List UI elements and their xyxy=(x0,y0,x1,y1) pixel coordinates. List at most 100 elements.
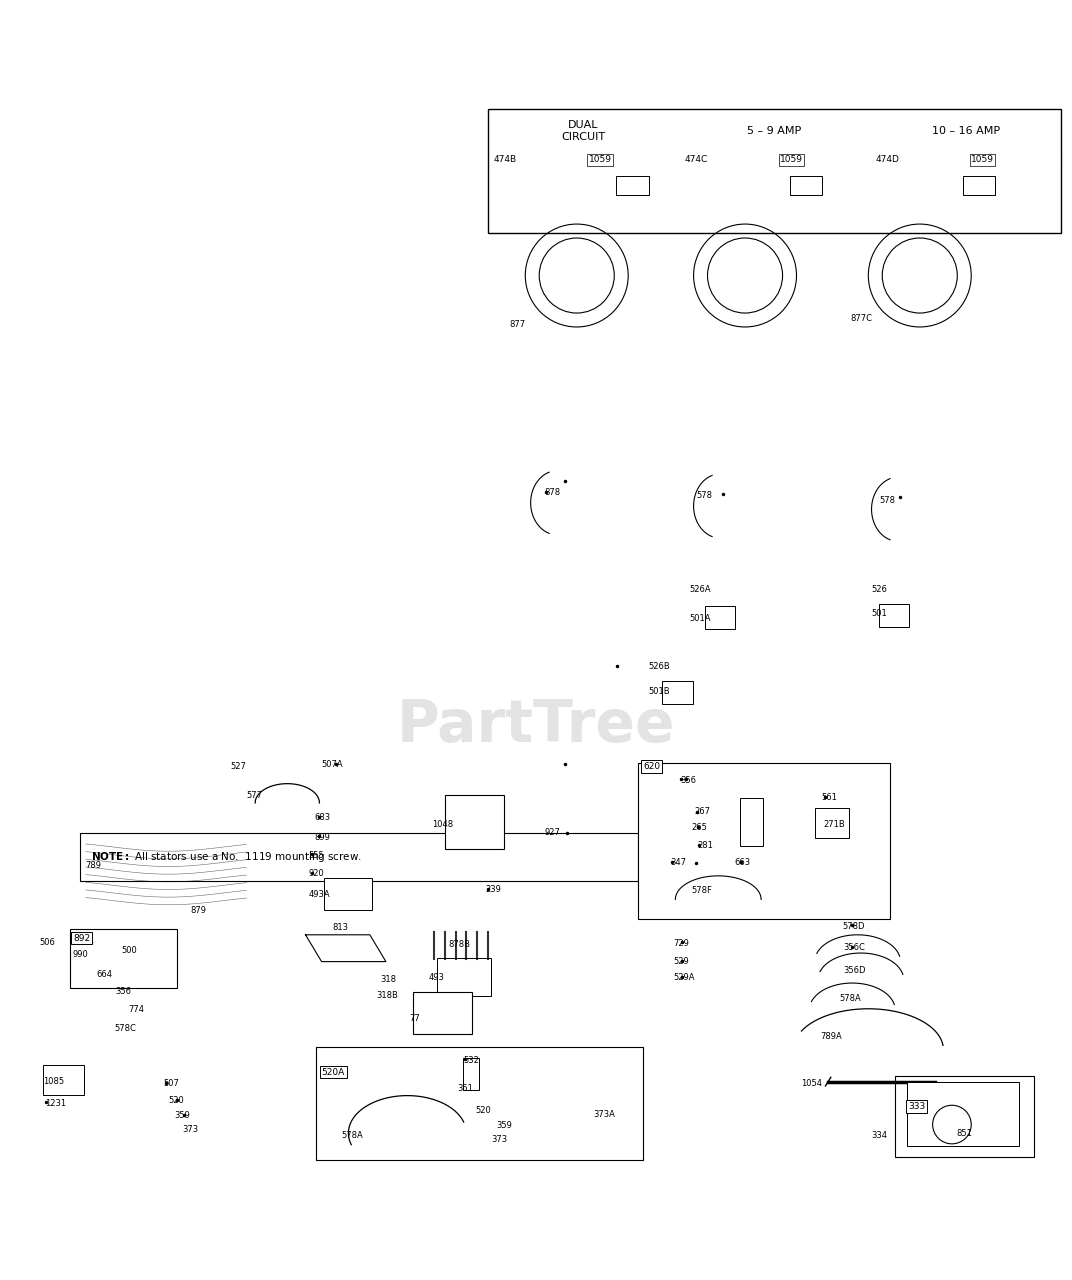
Text: 356C: 356C xyxy=(844,943,865,952)
Bar xyxy=(488,109,1061,233)
Text: 77: 77 xyxy=(410,1014,420,1023)
Text: 683: 683 xyxy=(314,814,330,823)
Text: 892: 892 xyxy=(73,933,90,942)
Bar xyxy=(815,808,849,838)
Text: 578: 578 xyxy=(879,497,895,506)
Text: 333: 333 xyxy=(908,1102,925,1111)
Text: 526: 526 xyxy=(872,585,888,594)
Text: 577: 577 xyxy=(247,791,263,800)
Bar xyxy=(705,605,735,630)
Text: 578F: 578F xyxy=(691,886,712,895)
Text: 351: 351 xyxy=(458,1084,474,1093)
Text: PartTree: PartTree xyxy=(397,698,675,754)
Bar xyxy=(963,175,995,195)
Text: DUAL
CIRCUIT: DUAL CIRCUIT xyxy=(562,120,606,142)
Text: 729: 729 xyxy=(673,938,689,948)
Text: 774: 774 xyxy=(129,1005,145,1014)
Text: 356: 356 xyxy=(116,987,132,996)
Text: 555: 555 xyxy=(309,851,325,860)
Text: 578A: 578A xyxy=(341,1130,362,1139)
Bar xyxy=(70,929,177,988)
Text: 333: 333 xyxy=(908,1102,924,1111)
Text: 529: 529 xyxy=(673,957,689,966)
Text: 373: 373 xyxy=(182,1125,198,1134)
Text: 318: 318 xyxy=(381,975,397,984)
Text: 520A: 520A xyxy=(322,1068,345,1076)
Text: 359: 359 xyxy=(496,1121,512,1130)
Text: 663: 663 xyxy=(734,859,750,868)
Text: 1048: 1048 xyxy=(432,820,453,829)
Text: 239: 239 xyxy=(486,886,502,895)
Text: 878B: 878B xyxy=(448,940,471,948)
Text: 271B: 271B xyxy=(823,820,845,829)
Text: 356: 356 xyxy=(681,776,697,785)
Text: 527: 527 xyxy=(230,762,247,771)
Text: 474D: 474D xyxy=(876,155,899,164)
Text: 526A: 526A xyxy=(689,585,711,594)
Text: 359: 359 xyxy=(175,1111,191,1120)
Bar xyxy=(895,1076,1034,1157)
Bar xyxy=(80,833,638,881)
Text: 500: 500 xyxy=(121,946,137,955)
Text: 578C: 578C xyxy=(115,1024,136,1033)
Text: 1059: 1059 xyxy=(779,155,803,164)
Text: 664: 664 xyxy=(96,970,113,979)
Bar xyxy=(907,1082,1019,1146)
Text: 520: 520 xyxy=(475,1106,491,1115)
Text: 620: 620 xyxy=(643,762,660,771)
Text: 356D: 356D xyxy=(844,965,866,974)
Bar xyxy=(43,1065,84,1094)
Text: 578A: 578A xyxy=(839,993,861,1002)
Text: 281: 281 xyxy=(698,841,714,850)
Text: 789: 789 xyxy=(86,860,102,869)
Text: 334: 334 xyxy=(872,1130,888,1139)
Text: 813: 813 xyxy=(332,923,348,932)
Text: 789A: 789A xyxy=(820,1032,842,1041)
Text: 506: 506 xyxy=(40,938,56,947)
Text: 493: 493 xyxy=(429,973,445,982)
Bar xyxy=(879,604,909,627)
Text: 851: 851 xyxy=(956,1129,972,1138)
Text: 878: 878 xyxy=(545,488,561,497)
Text: 877: 877 xyxy=(509,320,525,329)
Text: 990: 990 xyxy=(73,950,89,959)
Text: 1059: 1059 xyxy=(971,155,994,164)
Text: 501: 501 xyxy=(872,609,888,618)
Bar xyxy=(662,681,693,704)
Text: 507: 507 xyxy=(163,1079,179,1088)
Bar xyxy=(445,795,504,849)
Text: 474C: 474C xyxy=(684,155,708,164)
Bar xyxy=(616,175,649,195)
Text: 501A: 501A xyxy=(689,614,711,623)
Text: 899: 899 xyxy=(314,833,330,842)
Bar xyxy=(638,763,890,919)
Text: 529A: 529A xyxy=(673,973,695,982)
Text: 1054: 1054 xyxy=(801,1079,822,1088)
Bar xyxy=(324,878,372,910)
Text: 10 – 16 AMP: 10 – 16 AMP xyxy=(932,125,1000,136)
Bar xyxy=(413,992,472,1034)
Text: 877C: 877C xyxy=(850,314,873,323)
Text: 1231: 1231 xyxy=(45,1098,66,1107)
Text: 318B: 318B xyxy=(376,992,398,1001)
Text: 501B: 501B xyxy=(649,687,670,696)
Text: 879: 879 xyxy=(191,906,207,915)
Text: 5 – 9 AMP: 5 – 9 AMP xyxy=(747,125,802,136)
Text: 578D: 578D xyxy=(843,922,865,931)
Bar xyxy=(740,797,763,846)
Text: $\bf{NOTE:}$ All stators use a No.  1119 mounting screw.: $\bf{NOTE:}$ All stators use a No. 1119 … xyxy=(91,850,362,864)
Bar xyxy=(316,1047,643,1160)
Text: 507A: 507A xyxy=(322,760,343,769)
Text: 1085: 1085 xyxy=(43,1078,64,1087)
Text: 561: 561 xyxy=(821,794,837,803)
Text: 927: 927 xyxy=(545,828,561,837)
Text: 1059: 1059 xyxy=(589,155,612,164)
Text: 520: 520 xyxy=(168,1097,184,1106)
Text: 373: 373 xyxy=(491,1135,507,1144)
Text: 373A: 373A xyxy=(593,1110,614,1120)
Text: 532: 532 xyxy=(463,1056,479,1065)
Text: 347: 347 xyxy=(670,859,686,868)
Text: 578: 578 xyxy=(697,490,713,499)
Text: 620: 620 xyxy=(643,762,659,771)
Bar xyxy=(790,175,822,195)
